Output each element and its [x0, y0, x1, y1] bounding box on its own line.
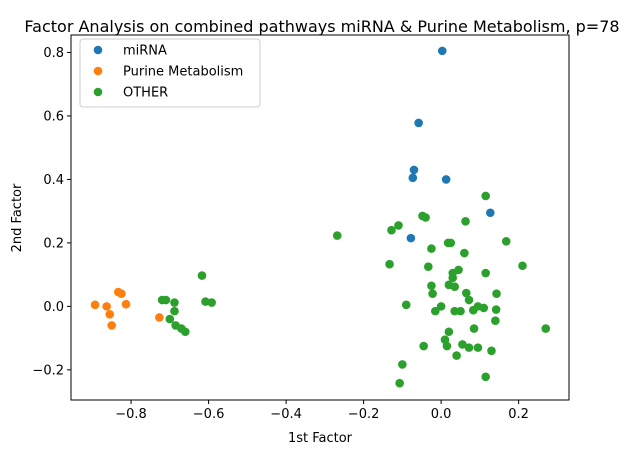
data-point — [460, 248, 469, 258]
data-point — [424, 262, 433, 271]
data-point — [461, 217, 470, 226]
y-tick-label: 0.0 — [43, 300, 64, 315]
data-point — [161, 295, 171, 305]
data-point — [464, 295, 474, 305]
data-point — [501, 237, 511, 246]
data-point — [406, 233, 416, 243]
data-point — [491, 316, 500, 325]
data-point — [107, 321, 116, 330]
data-point — [491, 305, 501, 314]
x-axis-ticks: −0.8 −0.6 −0.4 −0.2 0.0 0.2 — [115, 400, 529, 422]
legend-marker — [93, 45, 103, 55]
y-tick-label: 0.6 — [43, 109, 64, 124]
data-point — [197, 271, 207, 280]
legend: miRNA Purine Metabolism OTHER — [79, 38, 261, 108]
legend-label: Purine Metabolism — [123, 65, 243, 80]
x-tick-label: 0.2 — [508, 407, 529, 422]
data-point — [170, 306, 179, 316]
series-purine-metabolism — [90, 287, 164, 330]
legend-label: miRNA — [123, 44, 167, 59]
data-point — [456, 306, 465, 316]
data-point — [181, 327, 190, 337]
data-point — [121, 299, 131, 309]
data-point — [446, 238, 456, 248]
x-tick-label: −0.6 — [193, 407, 225, 422]
x-tick-label: −0.2 — [348, 407, 380, 422]
data-point — [486, 208, 495, 218]
legend-marker — [93, 87, 103, 97]
x-tick-label: 0.0 — [431, 407, 452, 422]
y-tick-label: −0.2 — [32, 363, 64, 378]
data-point — [398, 360, 407, 369]
data-point — [469, 324, 479, 333]
data-point — [448, 273, 458, 283]
data-point — [452, 351, 461, 360]
data-point — [102, 302, 111, 311]
data-point — [430, 306, 440, 316]
data-point — [165, 314, 175, 324]
data-point — [409, 165, 419, 175]
y-axis-ticks: −0.2 0.0 0.2 0.4 0.6 0.8 — [32, 46, 71, 378]
x-tick-label: −0.8 — [115, 407, 147, 422]
y-tick-label: 0.2 — [43, 236, 64, 251]
data-point — [492, 289, 501, 298]
y-axis-label: 2nd Factor — [10, 183, 25, 252]
data-point — [385, 259, 394, 269]
legend-box — [79, 38, 261, 108]
data-point — [481, 372, 490, 382]
chart-title: Factor Analysis on combined pathways miR… — [24, 17, 619, 36]
data-point — [444, 327, 454, 337]
data-point — [419, 341, 428, 351]
data-point — [394, 221, 403, 230]
data-point — [468, 305, 478, 315]
data-point — [541, 324, 551, 333]
data-point — [207, 298, 216, 307]
legend-label: OTHER — [123, 86, 168, 101]
series-other — [157, 191, 551, 388]
data-point — [441, 175, 451, 184]
data-point — [458, 340, 467, 349]
plot-points — [90, 46, 551, 388]
data-point — [387, 225, 396, 235]
series-mirna — [406, 46, 495, 243]
y-tick-label: 0.4 — [43, 173, 64, 188]
data-point — [487, 346, 496, 356]
data-point — [450, 282, 459, 291]
data-point — [332, 231, 342, 240]
data-point — [421, 213, 430, 222]
data-point — [105, 310, 115, 319]
data-point — [428, 289, 437, 298]
data-point — [170, 298, 179, 307]
x-tick-label: −0.4 — [270, 407, 302, 422]
legend-marker — [93, 66, 103, 76]
data-point — [436, 302, 446, 311]
data-point — [518, 261, 527, 271]
y-tick-label: 0.8 — [43, 46, 64, 61]
data-point — [454, 265, 463, 275]
data-point — [90, 300, 100, 310]
data-point — [481, 191, 490, 201]
data-point — [427, 244, 436, 253]
data-point — [461, 288, 471, 298]
data-point — [401, 300, 411, 310]
data-point — [117, 289, 126, 298]
data-point — [479, 303, 489, 313]
data-point — [427, 281, 436, 291]
data-point — [437, 46, 447, 56]
data-point — [442, 341, 452, 351]
data-point — [414, 118, 423, 128]
data-point — [464, 343, 474, 352]
data-point — [473, 343, 483, 352]
data-point — [155, 313, 164, 322]
plot-frame — [70, 34, 570, 401]
data-point — [481, 268, 490, 278]
x-axis-label: 1st Factor — [288, 431, 353, 446]
data-point — [408, 173, 418, 183]
data-point — [395, 378, 404, 388]
